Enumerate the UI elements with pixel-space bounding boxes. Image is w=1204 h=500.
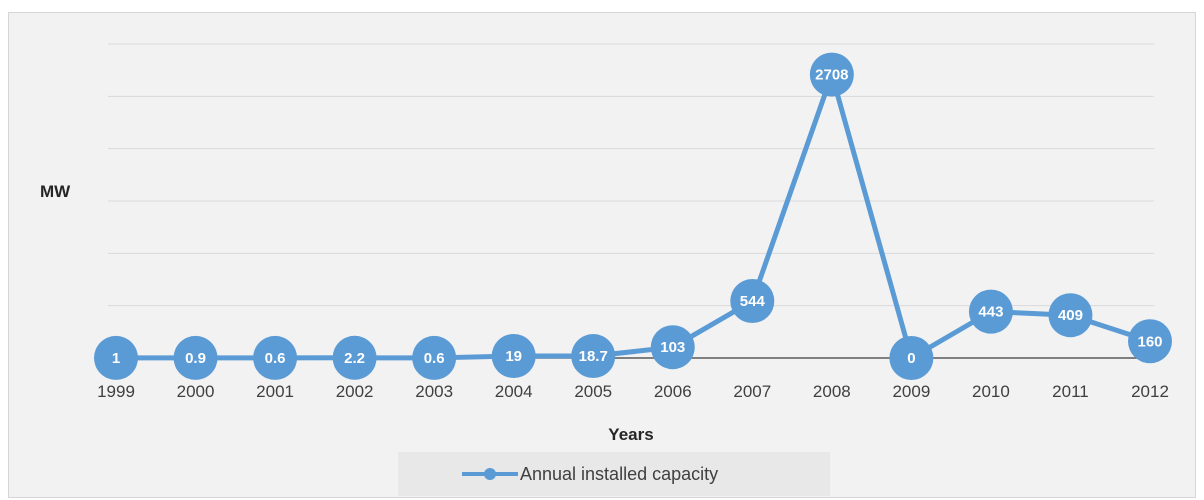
x-tick-label: 2003 xyxy=(415,382,453,401)
x-tick-label: 2011 xyxy=(1052,382,1089,401)
data-markers: 1 0.9 0.6 2.2 0.6 19 18.7 103 544 2708 0 443 409 160 xyxy=(94,52,1172,380)
data-label: 0.6 xyxy=(265,350,286,367)
data-label: 18.7 xyxy=(579,348,608,365)
data-point xyxy=(968,289,1013,334)
data-point xyxy=(412,335,457,380)
data-point xyxy=(650,325,695,370)
data-point xyxy=(94,335,138,380)
data-point xyxy=(889,336,934,380)
data-label: 2.2 xyxy=(344,350,365,367)
x-tick-label: 2001 xyxy=(256,382,294,401)
x-axis-label: Years xyxy=(608,425,653,444)
x-tick-labels: 1999 2000 2001 2002 2003 2004 2005 2006 2007 2008… xyxy=(97,382,1169,401)
data-point xyxy=(491,334,536,379)
data-point xyxy=(571,334,616,379)
data-point xyxy=(173,335,218,380)
x-tick-label: 2009 xyxy=(892,382,930,401)
x-tick-label: 2007 xyxy=(733,382,771,401)
x-tick-label: 2006 xyxy=(654,382,692,401)
data-label: 0.6 xyxy=(424,350,445,367)
data-label: 2708 xyxy=(815,67,848,84)
legend-swatch-marker xyxy=(484,468,496,480)
data-label: 409 xyxy=(1058,307,1083,324)
x-tick-label: 2010 xyxy=(972,382,1010,401)
x-tick-label: 1999 xyxy=(97,382,135,401)
x-tick-label: 2008 xyxy=(813,382,851,401)
x-tick-label: 2000 xyxy=(177,382,215,401)
data-label: 103 xyxy=(660,339,685,356)
x-tick-label: 2012 xyxy=(1131,382,1169,401)
data-label: 160 xyxy=(1137,333,1162,350)
data-point xyxy=(1048,293,1093,338)
data-point xyxy=(809,52,854,97)
x-tick-label: 2004 xyxy=(495,382,533,401)
gridlines xyxy=(108,43,1154,307)
data-point xyxy=(1128,319,1172,364)
data-label: 0 xyxy=(907,350,915,367)
data-point xyxy=(332,335,377,380)
legend: Annual installed capacity xyxy=(398,452,830,496)
data-label: 544 xyxy=(740,293,766,310)
data-point xyxy=(730,279,775,324)
data-label: 443 xyxy=(978,304,1003,321)
data-point xyxy=(253,335,298,380)
data-label: 0.9 xyxy=(185,350,206,367)
y-axis-label: MW xyxy=(40,182,71,201)
legend-label: Annual installed capacity xyxy=(520,464,718,484)
data-label: 1 xyxy=(112,350,120,367)
x-tick-label: 2002 xyxy=(336,382,374,401)
chart-area xyxy=(8,12,1196,498)
x-tick-label: 2005 xyxy=(574,382,612,401)
data-label: 19 xyxy=(505,348,522,365)
